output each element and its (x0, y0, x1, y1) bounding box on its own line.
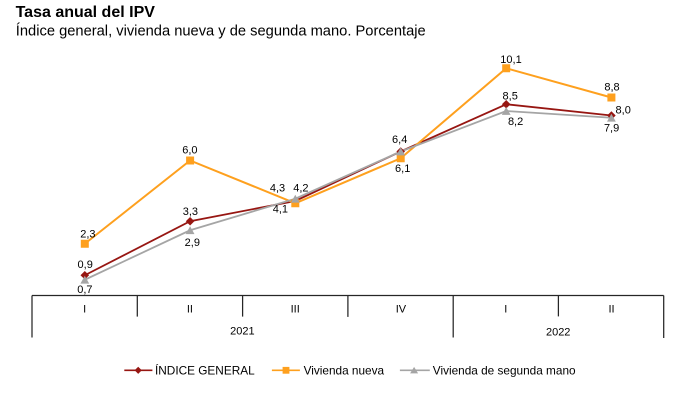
svg-text:I: I (504, 304, 507, 316)
svg-text:Vivienda de segunda mano: Vivienda de segunda mano (433, 363, 576, 377)
svg-text:0,9: 0,9 (78, 259, 93, 271)
svg-text:4,3: 4,3 (270, 182, 285, 194)
svg-text:6,4: 6,4 (392, 134, 407, 146)
svg-text:2,9: 2,9 (185, 237, 200, 249)
svg-text:8,5: 8,5 (503, 91, 518, 103)
svg-text:10,1: 10,1 (500, 54, 521, 66)
svg-text:6,0: 6,0 (182, 144, 197, 156)
svg-text:6,1: 6,1 (395, 163, 410, 175)
svg-text:Tasa anual del IPV: Tasa anual del IPV (16, 4, 156, 21)
svg-text:II: II (187, 304, 193, 316)
svg-text:4,2: 4,2 (293, 182, 308, 194)
svg-text:Índice general, vivienda nueva: Índice general, vivienda nueva y de segu… (16, 23, 426, 40)
svg-text:Vivienda nueva: Vivienda nueva (304, 363, 385, 377)
svg-text:2,3: 2,3 (80, 228, 95, 240)
svg-text:8,8: 8,8 (604, 82, 619, 94)
svg-text:ÍNDICE GENERAL: ÍNDICE GENERAL (155, 363, 255, 377)
svg-text:II: II (608, 304, 614, 316)
svg-text:3,3: 3,3 (183, 206, 198, 218)
svg-text:2022: 2022 (546, 327, 570, 339)
svg-text:8,2: 8,2 (508, 116, 523, 128)
svg-text:IV: IV (396, 304, 407, 316)
svg-text:8,0: 8,0 (616, 105, 631, 117)
svg-text:I: I (83, 304, 86, 316)
svg-text:4,1: 4,1 (273, 204, 288, 216)
svg-text:2021: 2021 (230, 326, 254, 338)
svg-text:7,9: 7,9 (604, 123, 619, 135)
svg-text:III: III (291, 304, 300, 316)
svg-text:0,7: 0,7 (77, 284, 92, 296)
